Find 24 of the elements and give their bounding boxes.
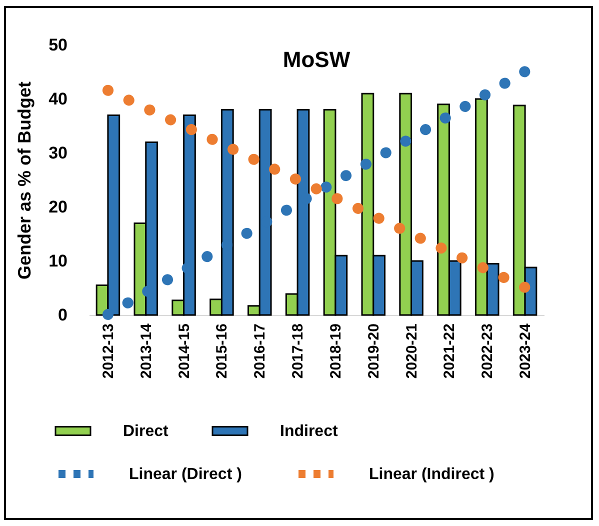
x-tick-label: 2023-24	[517, 322, 534, 379]
x-tick-label: 2013-14	[138, 322, 155, 379]
x-tick-label: 2021-22	[441, 324, 458, 379]
x-tick-label: 2019-20	[365, 324, 382, 379]
x-tick-label: 2012-13	[100, 324, 117, 379]
y-axis-title: Gender as % of Budget	[14, 81, 35, 280]
x-tick-label: 2018-19	[327, 324, 344, 379]
x-tick-label: 2014-15	[176, 324, 193, 379]
chart-title: MoSW	[282, 47, 350, 72]
x-tick-label: 2022-23	[479, 324, 496, 379]
y-tick-label: 10	[48, 252, 68, 270]
x-tick-label: 2020-21	[403, 324, 420, 379]
x-tick-label: 2016-17	[252, 324, 269, 379]
y-tick-label: 40	[48, 90, 68, 108]
legend-label: Linear (Indirect )	[369, 466, 494, 483]
legend-label: Direct	[123, 423, 170, 440]
y-tick-label: 50	[48, 36, 68, 54]
x-tick-label: 2015-16	[214, 324, 231, 379]
y-tick-label: 30	[48, 144, 68, 162]
x-tick-label: 2017-18	[290, 324, 307, 379]
legend-label: Linear (Direct )	[129, 466, 242, 483]
y-tick-label: 20	[48, 198, 68, 216]
legend-label: Indirect	[280, 423, 338, 440]
y-tick-label: 0	[58, 306, 68, 324]
